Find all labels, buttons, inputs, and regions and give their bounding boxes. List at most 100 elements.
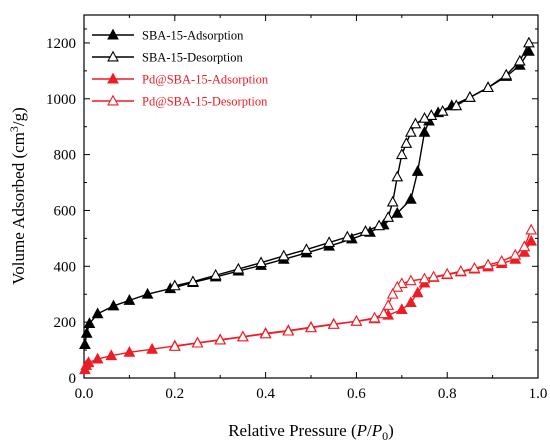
data-point [518,245,531,257]
data-point [482,81,494,93]
data-point [123,345,136,357]
x-tick-label: 0.0 [75,386,94,402]
data-point [454,264,467,276]
data-point [209,268,222,280]
axis-ticks: 0.0 0.2 0.4 0.6 0.8 1.0 0 200 400 600 800 1000 1200 [46,15,547,402]
data-point [305,321,317,333]
data-point [237,330,249,342]
data-point [82,356,95,368]
legend-marker [107,50,119,62]
data-point [436,104,449,116]
legend-label: SBA-15-Adsorption [142,29,244,43]
data-point [382,211,395,222]
data-point [450,99,463,111]
data-point [495,254,508,266]
data-point [377,307,390,319]
series-sba-15-adsorption [79,44,535,349]
data-point [123,294,136,305]
data-point [405,192,417,204]
data-point [79,338,91,349]
data-point [482,258,494,270]
data-point [91,307,104,319]
y-axis-title: Volume Adsorbed (cm3/g) [7,107,28,285]
legend-marker [107,94,119,106]
data-point [83,317,96,329]
data-point [525,234,538,246]
data-point [523,44,535,56]
data-point [405,274,417,286]
y-tick-label: 400 [54,259,77,275]
data-point [427,270,440,282]
data-point [168,340,181,351]
data-point [386,195,399,207]
legend-label: SBA-15-Desorption [142,51,243,65]
data-point [259,327,272,339]
legend-marker [107,72,119,84]
data-point [191,336,204,348]
data-point [187,275,199,287]
data-point [441,267,454,279]
data-point [323,236,336,248]
data-point [277,249,290,261]
x-tick-label: 0.6 [347,386,366,402]
data-point [525,223,538,235]
data-point [405,125,417,137]
data-point [518,240,531,252]
data-point [509,248,522,260]
data-point [395,303,408,315]
legend-entry: Pd@SBA-15-Desorption [92,95,268,109]
data-point [141,287,154,299]
data-point [395,148,408,160]
y-tick-label: 1200 [46,36,76,52]
y-tick-label: 1000 [46,92,76,108]
x-axis-title: Relative Pressure (P/P0) [228,421,394,443]
data-point [418,125,431,137]
data-point [500,68,513,80]
y-tick-label: 800 [54,148,77,164]
series-layer [79,36,538,375]
legend-label: Pd@SBA-15-Desorption [142,95,268,109]
data-point [373,219,385,231]
data-point [391,206,404,218]
data-point [300,243,313,255]
data-point [464,91,476,102]
data-point [282,324,295,336]
y-tick-label: 200 [54,315,77,331]
data-point [391,170,404,182]
x-tick-label: 1.0 [529,386,548,402]
legend-label: Pd@SBA-15-Adsorption [142,73,269,87]
data-point [341,230,354,242]
data-point [368,311,381,323]
data-point [382,299,395,310]
data-point [409,117,422,129]
data-point [468,261,481,273]
legend-entry: SBA-15-Adsorption [92,29,244,43]
legend-marker [107,28,119,40]
series-sba-15-desorption [168,36,535,291]
x-tick-label: 0.8 [438,386,457,402]
data-point [405,296,417,308]
data-point [255,256,267,268]
x-tick-label: 0.4 [256,386,275,402]
series-line [174,229,532,348]
data-point [107,299,120,311]
data-point [418,111,431,123]
data-point [327,318,340,329]
data-point [146,342,158,354]
y-tick-label: 0 [69,371,77,387]
data-point [232,262,245,274]
data-point [418,272,431,284]
data-point [350,314,363,326]
x-tick-label: 0.2 [165,386,184,402]
series-pd-sba-15-desorption [168,223,538,351]
legend: SBA-15-Adsorption SBA-15-Desorption Pd@SBA… [92,29,269,109]
data-point [425,109,438,120]
data-point [386,287,399,299]
data-point [523,36,535,48]
legend-entry: SBA-15-Desorption [92,51,243,65]
data-point [105,349,118,361]
data-point [411,165,424,176]
legend-entry: Pd@SBA-15-Adsorption [92,73,269,87]
data-point [400,137,413,148]
